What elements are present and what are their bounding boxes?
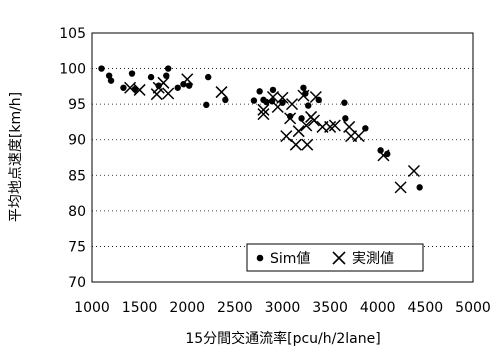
sim-data-point (105, 72, 113, 79)
sim-data-point (269, 86, 277, 94)
x-tick-label: 1500 (122, 300, 158, 316)
sim-data-point (256, 88, 263, 95)
sim-data-point (300, 84, 307, 91)
sim-data-point (174, 84, 181, 91)
measured-data-point (266, 90, 280, 104)
legend-label-sim: Sim値 (270, 251, 310, 267)
sim-data-point (205, 73, 212, 81)
sim-data-point (120, 84, 127, 91)
measured-data-point (157, 76, 170, 89)
sim-data-point (155, 82, 162, 89)
measured-data-point (352, 130, 365, 143)
x-tick-label: 5000 (455, 300, 491, 316)
measured-data-point (328, 119, 341, 132)
y-axis-ticks: 70 75 80 85 90 95 100 105 (59, 26, 86, 291)
measured-data-point (289, 138, 302, 151)
measured-data-point (133, 83, 146, 96)
sim-data-point (165, 65, 172, 72)
sim-data-point (203, 101, 210, 109)
legend-marker-measured (332, 251, 346, 265)
x-tick-label: 4000 (360, 300, 396, 316)
sim-data-point (298, 115, 305, 122)
legend: Sim値 実測値 (246, 243, 424, 272)
data-points (98, 65, 423, 194)
sim-data-point (416, 184, 423, 191)
y-tick-label: 70 (68, 275, 86, 291)
sim-data-point (250, 97, 258, 104)
sim-data-point (263, 98, 270, 106)
y-tick-label: 85 (68, 168, 86, 184)
sim-data-point (222, 96, 229, 104)
y-tick-label: 90 (68, 133, 86, 149)
sim-data-point (185, 82, 193, 89)
measured-data-point (301, 138, 314, 151)
legend-label-measured: 実測値 (352, 251, 394, 267)
sim-data-point (107, 77, 115, 84)
plot-area-frame (91, 32, 474, 283)
x-tick-label: 3000 (265, 300, 301, 316)
sim-data-point (180, 81, 187, 88)
x-tick-label: 1000 (74, 300, 110, 316)
measured-data-point (181, 73, 194, 86)
x-tick-label: 2000 (169, 300, 205, 316)
x-axis-title: 15分間交通流率[pcu/h/2lane] (185, 330, 380, 347)
measured-data-point (394, 181, 407, 194)
measured-data-point (284, 112, 297, 125)
sim-data-point (147, 73, 155, 81)
measured-data-point (257, 108, 270, 121)
sim-data-point (377, 147, 384, 154)
y-tick-label: 105 (59, 26, 86, 42)
measured-data-point (309, 90, 322, 104)
measured-data-point (162, 87, 175, 100)
measured-data-point (297, 89, 310, 102)
gridlines (92, 68, 473, 247)
measured-data-point (215, 86, 228, 99)
x-axis-ticks: 1000 1500 2000 2500 3000 3500 4000 4500 5000 (74, 300, 491, 316)
measured-data-point (257, 103, 270, 116)
measured-data-point (377, 149, 390, 162)
measured-data-point (292, 125, 305, 138)
x-tick-label: 2500 (217, 300, 253, 316)
x-tick-label: 4500 (408, 300, 444, 316)
sim-data-point (342, 115, 349, 122)
y-tick-label: 95 (68, 97, 86, 113)
y-tick-label: 80 (68, 204, 86, 220)
y-tick-label: 100 (59, 62, 86, 78)
measured-data-point (271, 100, 284, 114)
sim-data-point (305, 102, 312, 109)
measured-data-point (307, 114, 320, 127)
x-tick-label: 3500 (312, 300, 348, 316)
legend-marker-sim (256, 254, 264, 262)
sim-data-point (98, 65, 105, 72)
measured-data-point (124, 81, 137, 94)
sim-data-point (128, 70, 136, 77)
measured-data-point (276, 91, 289, 104)
measured-data-point (343, 120, 356, 133)
measured-data-point (407, 164, 420, 178)
y-tick-label: 75 (68, 239, 86, 255)
sim-data-point (362, 125, 369, 132)
sim-data-point (341, 99, 348, 106)
measured-data-point (300, 119, 313, 132)
y-axis-title: 平均地点速度[km/h] (8, 92, 24, 222)
sim-data-point (286, 113, 294, 120)
measured-data-point (324, 120, 337, 133)
measured-data-point (285, 98, 299, 111)
legend-box (246, 243, 424, 272)
